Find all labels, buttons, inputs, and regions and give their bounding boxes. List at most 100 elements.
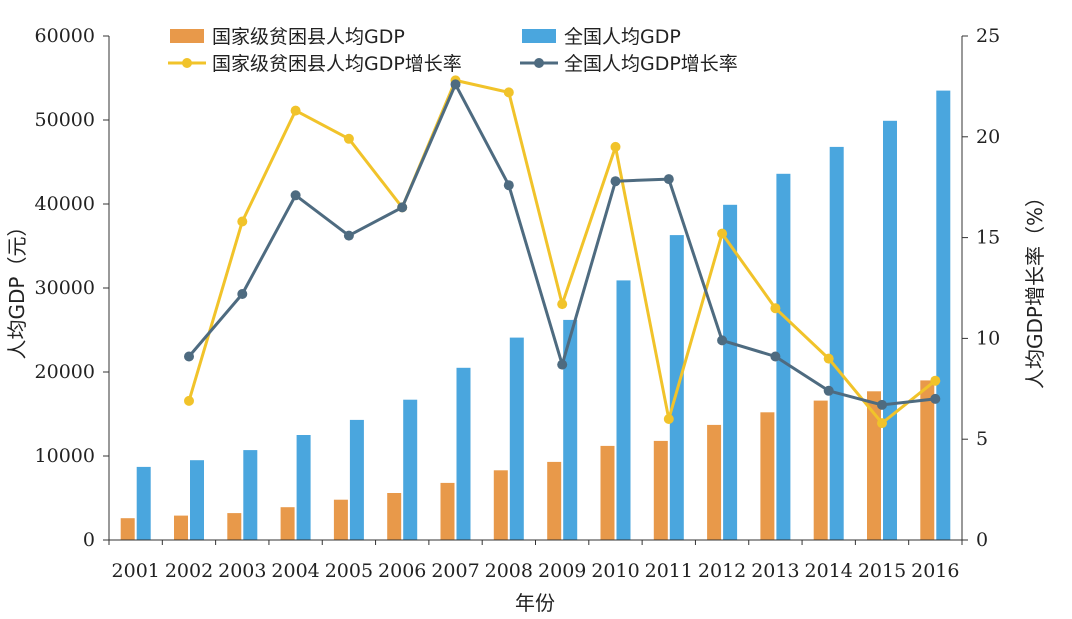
bar-poverty-county-gdp-2001 <box>120 518 135 540</box>
x-axis-title: 年份 <box>515 591 555 615</box>
bar-poverty-county-gdp-2008 <box>493 470 508 540</box>
point-poverty-county-growth-2010 <box>610 141 621 152</box>
left-tick-label-40000: 40000 <box>35 193 95 215</box>
right-tick-label-5: 5 <box>976 428 988 450</box>
bar-poverty-county-gdp-2015 <box>867 391 881 540</box>
bar-poverty-county-gdp-2009 <box>547 461 562 540</box>
legend-item-1-label: 国家级贫困县人均GDP <box>212 26 405 48</box>
legend-item-2-swatch <box>522 29 556 43</box>
legend-item-3-swatch-marker <box>182 58 192 68</box>
line-poverty-county-growth <box>187 78 937 425</box>
bar-poverty-county-gdp-2005 <box>333 499 348 540</box>
bar-national-gdp-2016 <box>936 90 951 540</box>
legend-item-3-label: 国家级贫困县人均GDP增长率 <box>212 53 462 75</box>
bar-poverty-county-gdp-2010 <box>600 445 615 540</box>
point-national-growth-2013 <box>770 351 781 362</box>
point-national-growth-2004 <box>290 190 301 201</box>
bar-poverty-county-gdp-2002 <box>174 515 188 540</box>
left-tick-label-60000: 60000 <box>35 25 95 47</box>
bar-national-gdp-2006 <box>403 399 418 540</box>
bar-poverty-county-gdp-2007 <box>440 482 455 540</box>
bar-national-gdp-2010 <box>616 280 631 540</box>
point-poverty-county-growth-2014 <box>823 353 834 364</box>
point-national-growth-2006 <box>397 202 408 213</box>
ticks-layer: 0 10000 20000 30000 40000 50000 60000 0 5 10 15 20 2… <box>35 25 1001 582</box>
point-national-growth-2014 <box>823 385 834 396</box>
point-national-growth-2012 <box>717 335 728 346</box>
bar-poverty-county-gdp-2014 <box>813 400 828 540</box>
x-tick-label-2004: 2004 <box>271 560 319 582</box>
point-national-growth-2008 <box>503 180 514 191</box>
bar-national-gdp-2003 <box>243 450 258 540</box>
point-poverty-county-growth-2013 <box>770 303 781 314</box>
bar-national-gdp-2015 <box>883 120 897 541</box>
left-tick-label-30000: 30000 <box>35 277 95 299</box>
point-poverty-county-growth-2012 <box>717 228 728 239</box>
point-poverty-county-growth-2003 <box>237 216 248 227</box>
x-tick-label-2006: 2006 <box>378 560 426 582</box>
bar-poverty-county-gdp-2003 <box>227 513 242 540</box>
point-poverty-county-growth-2005 <box>343 133 354 144</box>
right-tick-label-10: 10 <box>976 327 1000 349</box>
bar-national-gdp-2012 <box>723 204 738 541</box>
left-tick-label-0: 0 <box>83 529 95 551</box>
x-tick-label-2010: 2010 <box>591 560 639 582</box>
point-poverty-county-growth-2011 <box>663 414 674 424</box>
bar-national-gdp-2013 <box>776 173 791 541</box>
point-national-growth-2005 <box>343 230 354 241</box>
legend-item-4-label: 全国人均GDP增长率 <box>564 53 738 75</box>
x-tick-label-2001: 2001 <box>112 560 160 582</box>
point-national-growth-2015 <box>877 399 887 410</box>
bar-poverty-county-gdp-2004 <box>280 507 295 540</box>
point-national-growth-2007 <box>450 79 461 90</box>
point-national-growth-2003 <box>237 289 248 299</box>
y-axis-title-right: 人均GDP增长率（%） <box>1023 187 1047 389</box>
point-national-growth-2009 <box>557 359 568 370</box>
bar-national-gdp-2008 <box>509 337 524 540</box>
legend: 国家级贫困县人均GDP 全国人均GDP 国家级贫困县人均GDP增长率 全国人均GDP增… <box>168 26 738 75</box>
point-national-growth-2010 <box>610 176 621 187</box>
right-tick-label-20: 20 <box>976 126 1000 148</box>
y-axis-title-left: 人均GDP（元） <box>5 217 29 360</box>
x-tick-label-2007: 2007 <box>431 560 479 582</box>
bars-layer <box>120 90 951 541</box>
bar-national-gdp-2001 <box>136 466 151 540</box>
bar-national-gdp-2009 <box>563 319 578 540</box>
left-tick-label-20000: 20000 <box>35 361 95 383</box>
bar-poverty-county-gdp-2011 <box>653 440 668 540</box>
left-tick-label-50000: 50000 <box>35 109 95 131</box>
legend-item-1-swatch <box>170 29 204 43</box>
bar-national-gdp-2014 <box>829 146 844 540</box>
point-poverty-county-growth-2002 <box>184 395 194 406</box>
x-tick-label-2002: 2002 <box>165 560 213 582</box>
x-tick-label-2014: 2014 <box>805 560 853 582</box>
bar-national-gdp-2005 <box>349 419 364 540</box>
right-tick-label-15: 15 <box>976 227 1000 249</box>
point-poverty-county-growth-2008 <box>503 87 514 98</box>
legend-item-4-swatch-marker <box>534 58 544 68</box>
bar-poverty-county-gdp-2012 <box>707 424 722 540</box>
x-tick-label-2011: 2011 <box>645 560 693 582</box>
point-poverty-county-growth-2004 <box>290 105 301 116</box>
x-tick-label-2008: 2008 <box>485 560 533 582</box>
point-national-growth-2016 <box>930 393 941 404</box>
bar-poverty-county-gdp-2016 <box>920 380 935 540</box>
x-tick-label-2009: 2009 <box>538 560 586 582</box>
x-tick-label-2013: 2013 <box>751 560 799 582</box>
left-tick-label-10000: 10000 <box>35 445 95 467</box>
point-poverty-county-growth-2016 <box>930 375 941 386</box>
line-national-growth <box>187 82 936 407</box>
x-tick-label-2005: 2005 <box>325 560 373 582</box>
x-tick-label-2015: 2015 <box>858 560 906 582</box>
bar-poverty-county-gdp-2006 <box>387 493 402 540</box>
right-tick-label-25: 25 <box>976 25 1000 47</box>
x-tick-label-2012: 2012 <box>698 560 746 582</box>
point-poverty-county-growth-2009 <box>557 299 568 310</box>
legend-item-2-label: 全国人均GDP <box>564 26 681 48</box>
bar-national-gdp-2002 <box>190 460 204 540</box>
lines-layer <box>184 75 941 429</box>
bar-national-gdp-2007 <box>456 367 471 540</box>
bar-poverty-county-gdp-2013 <box>760 412 775 540</box>
